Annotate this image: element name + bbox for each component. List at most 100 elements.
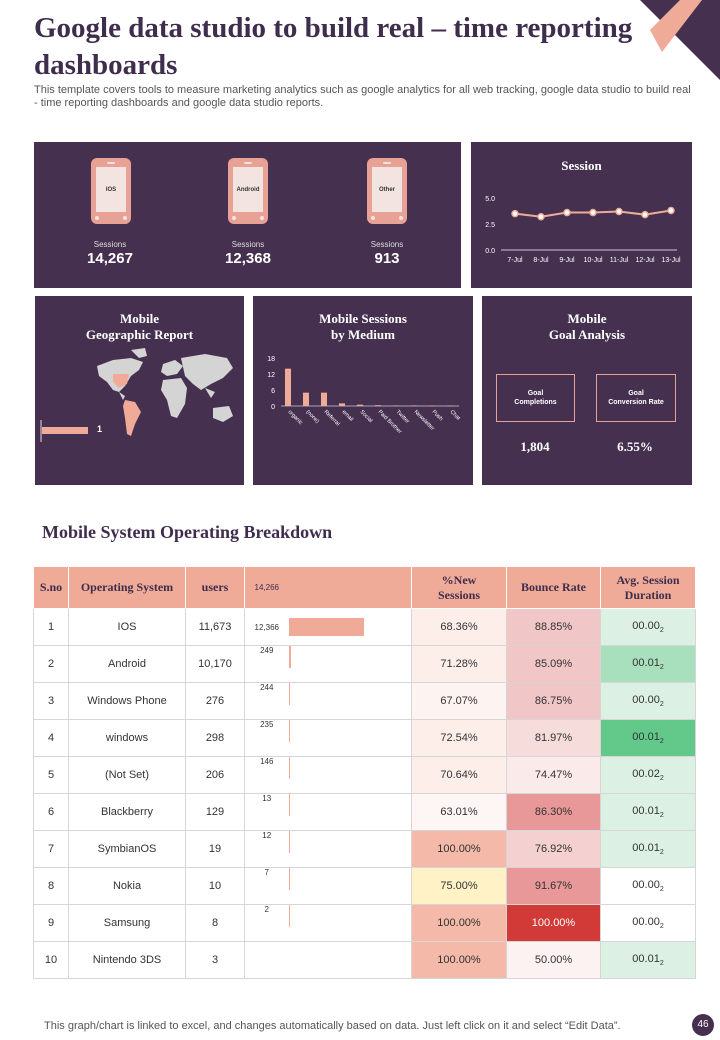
- device-sessions-panel: IOS Android Other Sessions 14,267 Sessio…: [34, 142, 461, 288]
- cell-os: windows: [68, 719, 186, 757]
- cell-bar: [288, 793, 412, 831]
- table-row: 7 SymbianOS 19 12 100.00% 76.92% 00.012: [33, 830, 696, 868]
- corner-decoration: [640, 0, 720, 80]
- cell-new-sessions: 67.07%: [411, 682, 507, 720]
- header-new-line2: Sessions: [437, 587, 481, 602]
- cell-sno: 9: [33, 904, 69, 942]
- medium-bar: [339, 403, 345, 406]
- cell-avg-duration: 00.012: [600, 719, 696, 757]
- medium-bar: [285, 368, 291, 406]
- cell-bar-label: [244, 941, 289, 979]
- avg-subscript: 2: [659, 701, 664, 709]
- users-bar: [288, 868, 290, 890]
- y-tick-label: 12: [267, 372, 275, 379]
- cell-new-sessions: 70.64%: [411, 756, 507, 794]
- y-tick-label: 0.0: [485, 248, 495, 255]
- header-users: users: [185, 566, 245, 609]
- goal-completions-box: Goal Completions: [496, 374, 575, 422]
- cell-bounce: 86.30%: [506, 793, 601, 831]
- cell-bounce: 76.92%: [506, 830, 601, 868]
- header-bar-label: 14,266: [244, 566, 289, 609]
- users-bar: [288, 831, 290, 853]
- cell-users: 11,673: [185, 608, 245, 646]
- y-tick-label: 6: [271, 388, 275, 395]
- cell-avg-duration: 00.022: [600, 756, 696, 794]
- goal-title-line2: Goal Analysis: [548, 327, 626, 342]
- table-row: 8 Nokia 10 7 75.00% 91.67% 00.002: [33, 867, 696, 905]
- cell-avg-duration: 00.012: [600, 830, 696, 868]
- header-os: Operating System: [68, 566, 186, 609]
- goal-label-line1: Goal: [527, 390, 544, 397]
- table-row: 1 IOS 11,673 12,366 68.36% 88.85% 00.002: [33, 608, 696, 646]
- y-tick-label: 0: [271, 404, 275, 411]
- map-highlight-usa: [113, 374, 129, 388]
- x-tick-label: Twitter: [395, 409, 411, 425]
- cell-new-sessions: 100.00%: [411, 941, 507, 979]
- table-row: 2 Android 10,170 249 71.28% 85.09% 00.012: [33, 645, 696, 683]
- cell-bar-label: 146: [244, 756, 289, 794]
- device-name: Android: [233, 167, 263, 212]
- cell-bounce: 50.00%: [506, 941, 601, 979]
- users-bar: [288, 905, 290, 927]
- avg-value: 00.01: [632, 841, 660, 854]
- header-avg-line2: Duration: [624, 587, 672, 602]
- sessions-by-medium-panel: Mobile Sessions by Medium 0 6 12 18 organic(…: [253, 296, 473, 485]
- cell-sno: 7: [33, 830, 69, 868]
- footer-note: This graph/chart is linked to excel, and…: [44, 1020, 621, 1032]
- cell-sno: 10: [33, 941, 69, 979]
- cell-users: 276: [185, 682, 245, 720]
- geo-title-line1: Mobile: [120, 311, 159, 326]
- y-tick-label: 2.5: [485, 222, 495, 229]
- x-tick-label: 10-Jul: [583, 257, 603, 264]
- avg-subscript: 2: [659, 960, 664, 968]
- goal-completions-value: 1,804: [520, 439, 550, 454]
- cell-avg-duration: 00.002: [600, 608, 696, 646]
- avg-subscript: 2: [659, 849, 664, 857]
- header-avg-duration: Avg. Session Duration: [600, 566, 696, 609]
- cell-os: Windows Phone: [68, 682, 186, 720]
- table-row: 3 Windows Phone 276 244 67.07% 86.75% 00.002: [33, 682, 696, 720]
- header-new-line1: %New: [441, 572, 477, 587]
- session-point: [511, 209, 519, 218]
- cell-bar-label: 244: [244, 682, 289, 720]
- header-bar-cell: [288, 566, 412, 609]
- cell-bar-label: 249: [244, 645, 289, 683]
- table-row: 4 windows 298 235 72.54% 81.97% 00.012: [33, 719, 696, 757]
- cell-bar: [288, 756, 412, 794]
- sessions-value: 913: [374, 250, 400, 267]
- cell-os: IOS: [68, 608, 186, 646]
- device-name: IOS: [96, 167, 126, 212]
- cell-new-sessions: 63.01%: [411, 793, 507, 831]
- medium-bar: [429, 405, 435, 407]
- cell-users: 10,170: [185, 645, 245, 683]
- world-map: [40, 348, 233, 442]
- avg-subscript: 2: [659, 627, 664, 635]
- medium-title-line1: Mobile Sessions: [319, 311, 407, 326]
- cell-os: Nintendo 3DS: [68, 941, 186, 979]
- cell-bar: [288, 941, 412, 979]
- os-breakdown-table: S.no Operating System users 14,266 %New S…: [33, 566, 696, 979]
- medium-bar: [393, 405, 399, 406]
- x-tick-label: 9-Jul: [559, 257, 575, 264]
- cell-bar: [288, 719, 412, 757]
- cell-bar-label: 2: [244, 904, 289, 942]
- map-legend-bar: [42, 427, 88, 434]
- cell-new-sessions: 100.00%: [411, 830, 507, 868]
- cell-os: Samsung: [68, 904, 186, 942]
- cell-bar-label: 12,366: [244, 608, 289, 646]
- goal-label-line1: Goal: [628, 390, 644, 397]
- header-bounce: Bounce Rate: [506, 566, 601, 609]
- sessions-value: 12,368: [225, 250, 271, 267]
- header-avg-line1: Avg. Session: [616, 572, 680, 587]
- device-name: Other: [372, 167, 402, 212]
- cell-bounce: 85.09%: [506, 645, 601, 683]
- cell-bounce: 88.85%: [506, 608, 601, 646]
- cell-bounce: 100.00%: [506, 904, 601, 942]
- session-chart-title: Session: [561, 158, 602, 173]
- cell-bounce: 74.47%: [506, 756, 601, 794]
- cell-bar: [288, 830, 412, 868]
- cell-new-sessions: 72.54%: [411, 719, 507, 757]
- cell-users: 10: [185, 867, 245, 905]
- cell-bar: [288, 904, 412, 942]
- session-point: [667, 206, 675, 215]
